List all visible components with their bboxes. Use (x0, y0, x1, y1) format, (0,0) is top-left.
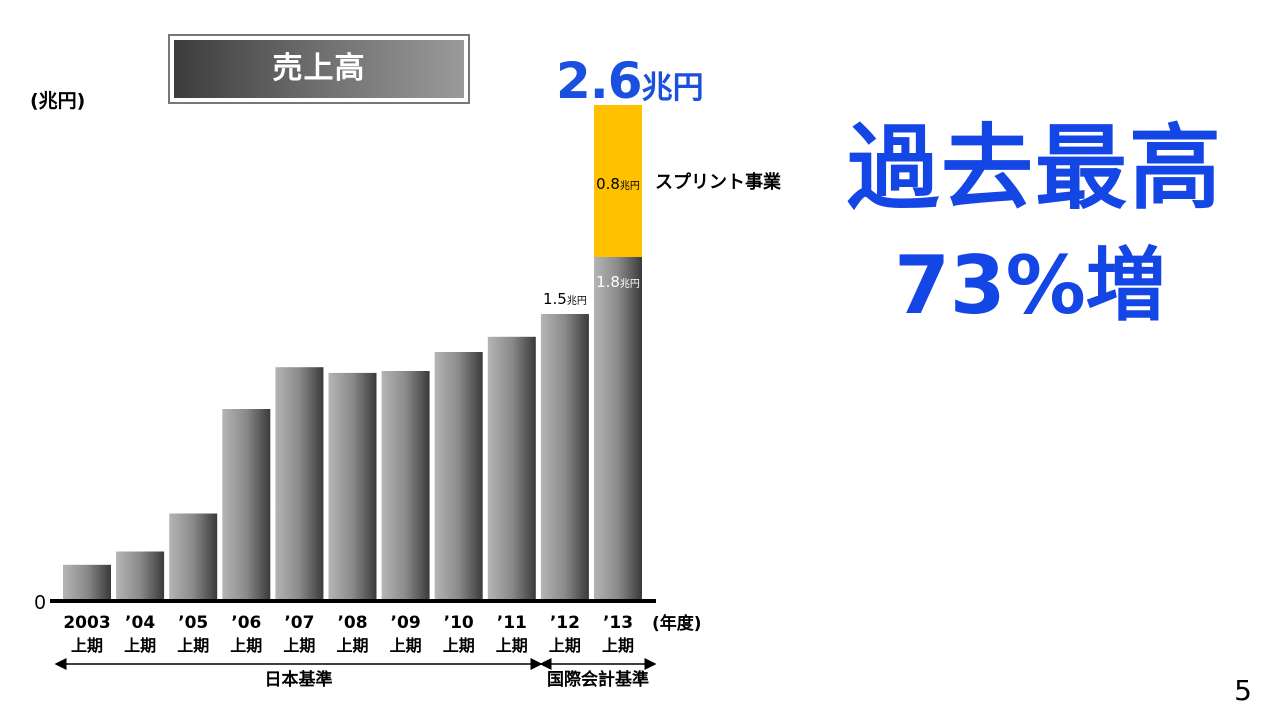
bar-domestic-9 (540, 314, 589, 599)
data-label-unit: 兆円 (620, 180, 640, 192)
tick-label-year: ’05 (178, 613, 208, 633)
data-label-value: 1.5 (543, 290, 567, 308)
tick-label-period: 上期 (177, 636, 209, 655)
bar-domestic-0 (63, 564, 111, 599)
tick-label-year: ’11 (497, 613, 527, 633)
total-callout: 2.6兆円 (556, 52, 704, 110)
bar-domestic-6 (381, 371, 430, 599)
bar-domestic-1 (116, 551, 165, 599)
tick-label-period: 上期 (496, 636, 528, 655)
data-label-9: 1.5兆円 (543, 290, 587, 308)
data-label-value: 1.8 (596, 273, 620, 291)
y-unit-label: (兆円) (30, 90, 86, 112)
y-zero-label: 0 (34, 592, 45, 614)
bar-domestic-3 (222, 409, 271, 599)
tick-label-year: ’13 (603, 613, 633, 633)
slide-title-box: 売上高 (168, 34, 470, 104)
total-unit: 兆円 (641, 70, 704, 106)
tick-label-period: 上期 (230, 636, 262, 655)
tick-label-period: 上期 (443, 636, 475, 655)
tick-label-period: 上期 (71, 636, 103, 655)
tick-label-period: 上期 (390, 636, 422, 655)
sprint-segment-label: スプリント事業 (655, 171, 782, 193)
tick-label-period: 上期 (336, 636, 368, 655)
tick-label-year: 2003 (63, 613, 110, 633)
bar-domestic-7 (434, 352, 483, 599)
total-value: 2.6 (556, 52, 643, 110)
tick-label-year: ’10 (444, 613, 474, 633)
x-unit-label: (年度) (652, 613, 702, 634)
slide-title: 売上高 (174, 40, 464, 98)
tick-label-year: ’06 (231, 613, 261, 633)
data-label-10-s0: 1.8兆円 (596, 273, 640, 291)
bar-domestic-4 (275, 367, 324, 599)
bracket-label-0: 日本基準 (265, 669, 333, 690)
tick-label-period: 上期 (549, 636, 581, 655)
headline: 過去最高 (846, 115, 1223, 222)
bar-domestic-10 (594, 257, 642, 599)
brackets-layer: 日本基準 国際会計基準 (54, 658, 657, 690)
bar-sprint-10 (594, 105, 642, 257)
bar-domestic-8 (487, 336, 536, 599)
sub-headline: 73%増 (894, 239, 1166, 332)
bracket-label-1: 国際会計基準 (547, 669, 649, 690)
tick-label-year: ’04 (125, 613, 155, 633)
tick-label-year: ’09 (391, 613, 421, 633)
page-number: 5 (1234, 674, 1252, 707)
data-label-unit: 兆円 (567, 295, 587, 307)
data-label-unit: 兆円 (620, 278, 640, 290)
bars-layer (63, 105, 642, 599)
tick-label-year: ’08 (337, 613, 367, 633)
tick-label-period: 上期 (283, 636, 315, 655)
data-label-10-s1: 0.8兆円 (596, 175, 640, 193)
tick-label-period: 上期 (124, 636, 156, 655)
bar-domestic-5 (328, 372, 377, 599)
tick-labels-layer: 2003 上期 ’04 上期 ’05 上期 ’06 上期 ’07 上期 ’08 上期 ’09 上期 ’10 上… (63, 613, 634, 655)
tick-label-year: ’12 (550, 613, 580, 633)
tick-label-period: 上期 (602, 636, 634, 655)
tick-label-year: ’07 (284, 613, 314, 633)
data-label-value: 0.8 (596, 175, 620, 193)
bar-domestic-2 (169, 513, 218, 599)
